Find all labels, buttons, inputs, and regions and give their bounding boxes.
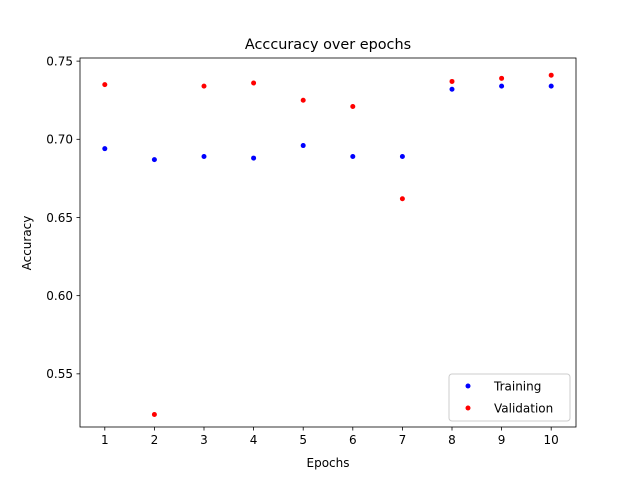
x-tick-label: 8 [448,433,456,447]
legend-box [448,373,571,422]
data-point-training [102,146,108,152]
y-tick-label: 0.75 [46,54,73,68]
data-point-validation [201,83,207,89]
x-tick-label: 2 [151,433,159,447]
data-point-training [449,86,455,92]
y-tick-label: 0.55 [46,367,73,381]
data-point-validation [548,72,554,78]
legend-marker-validation [465,405,471,411]
data-point-training [300,143,306,149]
data-point-training [499,83,505,89]
x-tick-label: 3 [200,433,208,447]
x-tick-label: 7 [399,433,407,447]
legend: Training Validation [448,373,571,422]
legend-label-training: Training [493,380,541,394]
data-point-validation [350,103,356,109]
x-tick-label: 5 [299,433,307,447]
data-point-training [548,83,554,89]
y-tick-label: 0.60 [46,289,73,303]
data-point-validation [399,196,405,202]
data-point-training [151,157,157,163]
x-tick-label: 10 [544,433,559,447]
data-point-training [350,154,356,160]
y-tick-label: 0.70 [46,133,73,147]
data-point-training [201,154,207,160]
data-point-validation [300,97,306,103]
y-tick-label: 0.65 [46,211,73,225]
x-tick-label: 9 [498,433,506,447]
data-point-training [399,154,405,160]
data-point-validation [251,80,257,86]
data-point-validation [102,82,108,88]
x-tick-label: 1 [101,433,109,447]
x-tick-label: 4 [250,433,258,447]
data-point-validation [151,411,157,417]
data-point-training [251,155,257,161]
y-axis-label: Accuracy [20,216,34,271]
x-tick-label: 6 [349,433,357,447]
data-point-validation [499,75,505,81]
legend-marker-training [465,383,471,389]
chart-title: Acccuracy over epochs [245,37,411,53]
axis-ticks: 1 2 3 4 5 6 7 8 9 10 0.55 0.60 0.65 0.70 0.75 [46,54,559,447]
plot-frame [79,57,577,428]
x-axis-label: Epochs [307,456,350,470]
data-points [102,72,554,417]
data-point-validation [449,78,455,84]
legend-label-validation: Validation [494,402,553,416]
